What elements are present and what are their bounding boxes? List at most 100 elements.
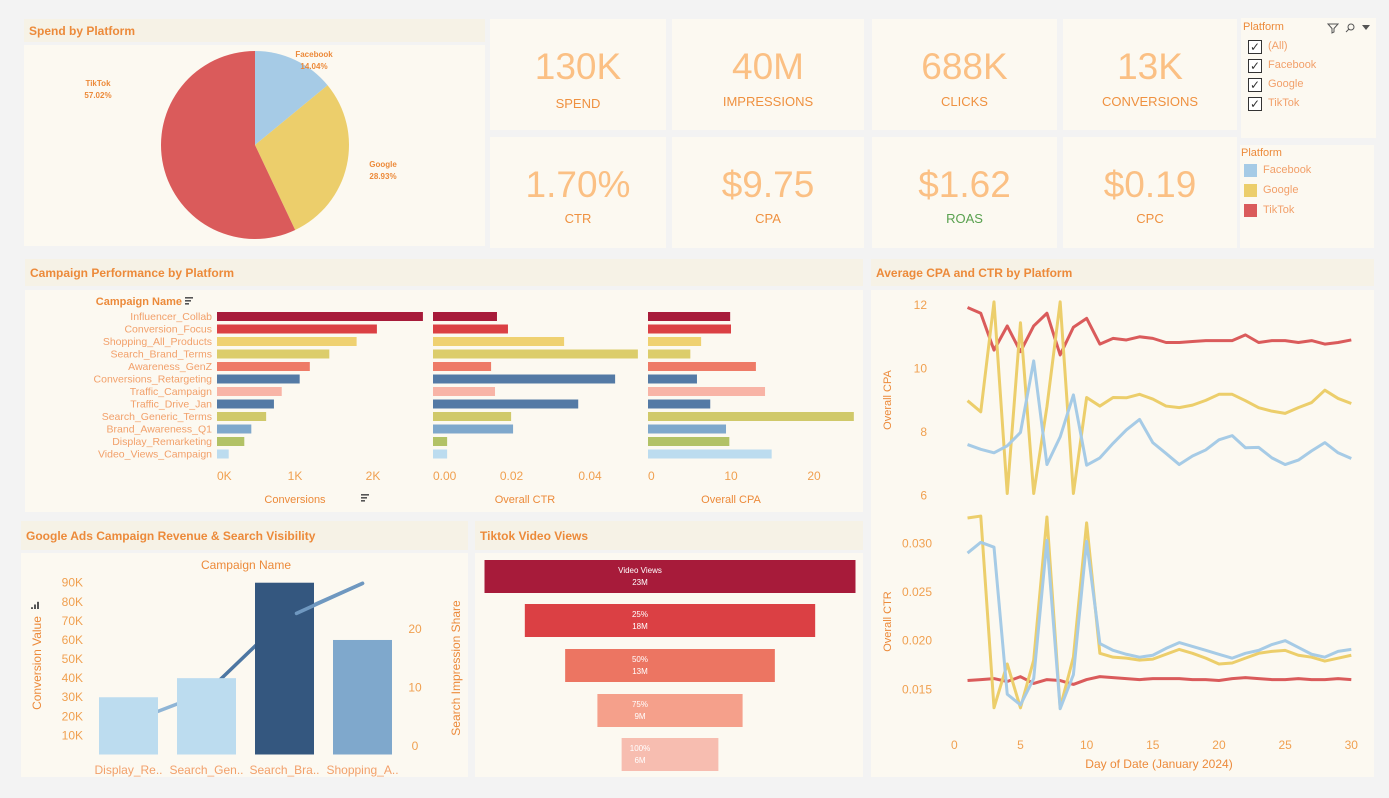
search-icon[interactable] (1344, 22, 1356, 34)
bar-overall-cpa (648, 312, 731, 321)
funnel-stage-label: 25% (632, 610, 648, 619)
legend-label: Facebook (1263, 164, 1312, 176)
kpi-label: CPA (755, 211, 781, 226)
sort-bar (361, 500, 365, 502)
kpi-value: $0.19 (1103, 164, 1197, 205)
bar-conversion-value[interactable] (333, 639, 392, 755)
y-tick-label: 50K (62, 652, 83, 666)
y-tick-label: 90K (62, 576, 83, 590)
y-axis-title: Overall CTR (882, 591, 894, 652)
kpi-value: 688K (921, 46, 1008, 87)
campaign-label: Conversion_Focus (124, 324, 212, 336)
bar-overall-ctr (433, 337, 565, 346)
filter-icon[interactable] (1327, 22, 1339, 34)
funnel-stage-bar[interactable] (524, 604, 816, 637)
pie-label-percent: 28.93% (369, 172, 396, 181)
funnel-stage-bar[interactable] (621, 738, 719, 771)
tiktok-funnel-chart: Video Views 23M 25% 18M 50% 13M 75% 9M 100% 6M (484, 560, 856, 771)
y2-tick-label: 10 (408, 681, 422, 695)
line-tiktok-overall-cpa[interactable] (966, 306, 1352, 357)
bar-overall-ctr (433, 374, 616, 384)
dropdown-arrow-icon[interactable] (1361, 24, 1371, 32)
checkbox-checked[interactable]: ✓ (1248, 78, 1262, 92)
line-google-overall-ctr[interactable] (967, 514, 1352, 710)
y-axis-title: Conversion Value (30, 616, 44, 710)
y-tick-label: 60K (62, 633, 83, 647)
bar-overall-ctr (433, 424, 514, 434)
bar-conversions (217, 312, 423, 321)
bar-overall-ctr (433, 312, 497, 321)
filter-item-label: TikTok (1268, 97, 1300, 109)
bar-overall-cpa (648, 374, 697, 384)
bar-overall-ctr (433, 362, 492, 371)
line-facebook-overall-ctr[interactable] (966, 538, 1352, 711)
sort-bar (185, 303, 189, 305)
bar-conversions (217, 399, 274, 409)
funnel-stage-label: 75% (632, 700, 648, 709)
filter-item-label: Facebook (1268, 59, 1317, 71)
sort-icon[interactable] (361, 494, 369, 502)
x-tick-label: 2K (366, 469, 381, 483)
funnel-stage-bar[interactable] (484, 560, 856, 593)
bar-conversion-value[interactable] (99, 697, 158, 755)
x-tick-label: 0 (648, 469, 655, 483)
pie-slice-tiktok[interactable] (160, 51, 296, 239)
y-tick-label: 20K (62, 709, 83, 723)
funnel-stage-label: 50% (632, 655, 648, 664)
checkbox-checked[interactable]: ✓ (1248, 97, 1262, 111)
campaign-label: Conversions_Retargeting (94, 374, 213, 386)
spend-panel-title: Spend by Platform (24, 19, 485, 42)
bar-overall-ctr (433, 449, 448, 459)
legend-label: TikTok (1263, 204, 1295, 216)
bar-overall-cpa (648, 362, 756, 371)
x-axis-title: Conversions (264, 494, 326, 506)
funnel-stage-value: 23M (632, 578, 648, 587)
funnel-stage-value: 18M (632, 622, 648, 631)
line-google-overall-cpa[interactable] (966, 300, 1352, 495)
y-tick-label: 80K (62, 595, 83, 609)
funnel-stage-bar[interactable] (565, 649, 775, 682)
sort-bar (185, 297, 193, 299)
bar-overall-cpa (648, 424, 727, 434)
sort-icon[interactable] (185, 297, 193, 305)
line-facebook-overall-cpa[interactable] (967, 359, 1352, 467)
campaign-panel-title: Campaign Performance by Platform (25, 259, 863, 286)
y-tick-label: 6 (920, 489, 927, 503)
x-tick-label: 0.00 (433, 469, 457, 483)
x-tick-label: Shopping_A.. (326, 763, 398, 777)
bar-overall-ctr (433, 412, 512, 421)
kpi-label: CTR (564, 211, 592, 226)
bar-conversions (217, 412, 267, 421)
pie-slice-facebook[interactable] (255, 51, 328, 145)
bar-overall-cpa (648, 412, 854, 421)
pie-slice-group (160, 51, 296, 239)
legend-swatch (1244, 164, 1257, 177)
campaign-label: Search_Brand_Terms (110, 349, 212, 361)
checkbox-checked[interactable]: ✓ (1248, 40, 1262, 54)
pie-label-percent: 57.02% (84, 91, 111, 100)
bar-overall-ctr (433, 399, 579, 409)
kpi-label: ROAS (946, 211, 983, 226)
pie-label-name: Facebook (295, 50, 333, 59)
bar-conversion-value[interactable] (177, 678, 236, 755)
legend-swatch (1244, 204, 1257, 217)
bar-conversions (217, 424, 252, 434)
filter-item-label: (All) (1268, 40, 1288, 52)
line-tiktok-overall-ctr[interactable] (967, 675, 1352, 686)
bar-conversions (217, 362, 310, 371)
legend-title: Platform (1241, 147, 1282, 159)
kpi-label: CLICKS (941, 94, 988, 109)
y-axis-title: Overall CPA (882, 369, 894, 429)
bar-overall-cpa (648, 349, 691, 359)
checkbox-checked[interactable]: ✓ (1248, 59, 1262, 73)
kpi-cpa: $9.75 CPA (672, 137, 864, 248)
campaign-label: Traffic_Drive_Jan (130, 399, 212, 411)
legend-swatch (1244, 184, 1257, 197)
x-tick-label: 5 (1017, 738, 1024, 752)
y-tick-label: 12 (914, 298, 928, 312)
pie-slice-google[interactable] (255, 85, 349, 230)
x-tick-label: 0 (951, 738, 958, 752)
kpi-value: $9.75 (721, 164, 815, 205)
funnel-stage-bar[interactable] (597, 694, 743, 727)
x-tick-label: 0.02 (500, 469, 524, 483)
